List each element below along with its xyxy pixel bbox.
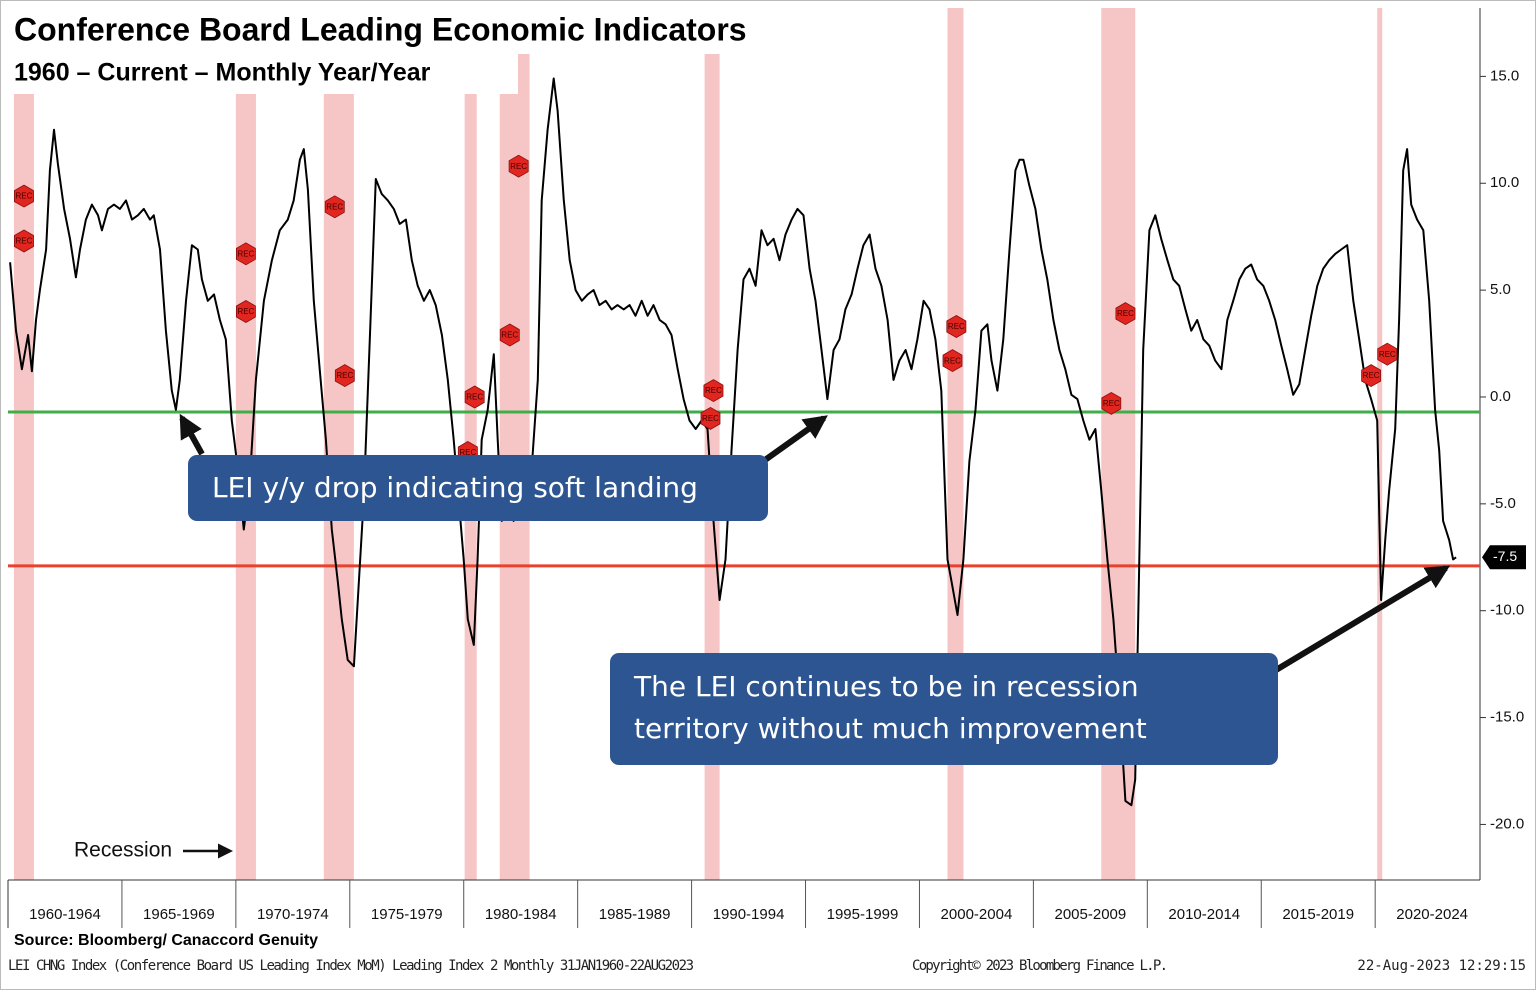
y-tick-label: -15.0: [1490, 709, 1524, 726]
x-tick-label: 2015-2019: [1282, 906, 1354, 923]
y-tick-label: 0.0: [1490, 388, 1511, 405]
rec-marker-label: REC: [326, 202, 343, 211]
rec-marker: [508, 154, 529, 178]
annotation: LEI y/y drop indicating soft landing: [188, 455, 768, 521]
x-tick-label: 2000-2004: [941, 906, 1013, 923]
y-tick-label: -20.0: [1490, 815, 1524, 832]
recession-band: [13, 8, 34, 880]
rec-marker: [334, 364, 355, 388]
rec-marker-label: REC: [237, 249, 254, 258]
rec-marker-label: REC: [702, 414, 719, 423]
rec-marker-label: REC: [1363, 371, 1380, 380]
rec-marker: [700, 406, 721, 430]
rec-marker: [942, 349, 963, 373]
x-tick-label: 1995-1999: [827, 906, 899, 923]
rec-marker-label: REC: [501, 331, 518, 340]
rec-marker: [499, 323, 520, 347]
rec-marker: [13, 229, 34, 253]
rec-marker: [235, 242, 256, 266]
rec-marker: [1115, 302, 1136, 326]
y-tick-label: 15.0: [1490, 67, 1519, 84]
rec-marker-label: REC: [705, 386, 722, 395]
rec-marker-label: REC: [336, 371, 353, 380]
rec-marker-label: REC: [16, 192, 33, 201]
axes: 15.0 10.0 5.0 0.0 -5.0 -10.0 -15.0 -20.0 1960-19…: [7, 8, 1524, 928]
rec-marker-label: REC: [510, 162, 527, 171]
last-value-label: -7.5: [1493, 548, 1517, 564]
recession-band: [499, 8, 530, 880]
rec-marker: [1377, 342, 1398, 366]
recession-band: [1377, 8, 1383, 880]
recession-band: [235, 8, 256, 880]
callout-arrow: [1274, 565, 1451, 673]
rec-marker: [324, 195, 345, 219]
chart-subtitle: 1960 – Current – Monthly Year/Year: [14, 59, 431, 87]
x-tick-label: 1980-1984: [485, 906, 557, 923]
rec-marker: [13, 184, 34, 208]
rec-marker: [1361, 364, 1381, 388]
rec-marker-label: REC: [944, 356, 961, 365]
annotation: The LEI continues to be in recession ter…: [610, 653, 1278, 765]
x-tick-label: 2020-2024: [1396, 906, 1468, 923]
rec-marker: [464, 385, 485, 409]
recession-bands: [13, 8, 1383, 880]
footer-center: Copyright© 2023 Bloomberg Finance L.P.: [912, 958, 1168, 974]
x-tick-label: 1975-1979: [371, 906, 443, 923]
callout-arrow: [763, 415, 828, 463]
recession-label: Recession: [74, 839, 172, 862]
rec-marker: [703, 379, 724, 403]
rec-marker-label: REC: [1379, 350, 1396, 359]
chart-title: Conference Board Leading Economic Indica…: [14, 11, 747, 47]
callout-arrow: [179, 413, 205, 456]
rec-marker-label: REC: [237, 307, 254, 316]
x-tick-label: 1990-1994: [713, 906, 785, 923]
recession-band: [323, 8, 354, 880]
y-tick-label: 5.0: [1490, 281, 1511, 298]
footer-right: 22-Aug-2023 12:29:15: [1357, 958, 1526, 974]
x-tick-label: 1965-1969: [143, 906, 215, 923]
y-tick-label: 10.0: [1490, 174, 1519, 191]
footer-left: LEI CHNG Index (Conference Board US Lead…: [8, 958, 694, 974]
rec-marker-label: REC: [16, 237, 33, 246]
y-tick-label: -5.0: [1490, 495, 1516, 512]
rec-marker: [1101, 391, 1122, 415]
x-tick-label: 2010-2014: [1168, 906, 1240, 923]
subtitle-box: [8, 54, 518, 94]
title-box: [8, 8, 848, 54]
rec-marker-label: REC: [1117, 309, 1134, 318]
source: Source: Bloomberg/ Canaccord Genuity: [14, 932, 318, 949]
rec-marker-label: REC: [948, 322, 965, 331]
rec-marker-label: REC: [466, 393, 483, 402]
y-tick-label: -10.0: [1490, 602, 1524, 619]
last-value-tag: [1482, 545, 1526, 570]
rec-marker: [235, 300, 256, 323]
x-tick-label: 1970-1974: [257, 906, 329, 923]
data-layer: -7.5 REC REC REC REC REC REC REC REC REC REC REC REC…: [8, 77, 1526, 807]
rec-marker: [946, 315, 967, 338]
rec-marker-label: REC: [1103, 399, 1120, 408]
x-tick-label: 1960-1964: [29, 906, 101, 923]
rec-marker-label: REC: [459, 448, 476, 457]
x-tick-label: 2005-2009: [1054, 906, 1126, 923]
x-tick-label: 1985-1989: [599, 906, 671, 923]
